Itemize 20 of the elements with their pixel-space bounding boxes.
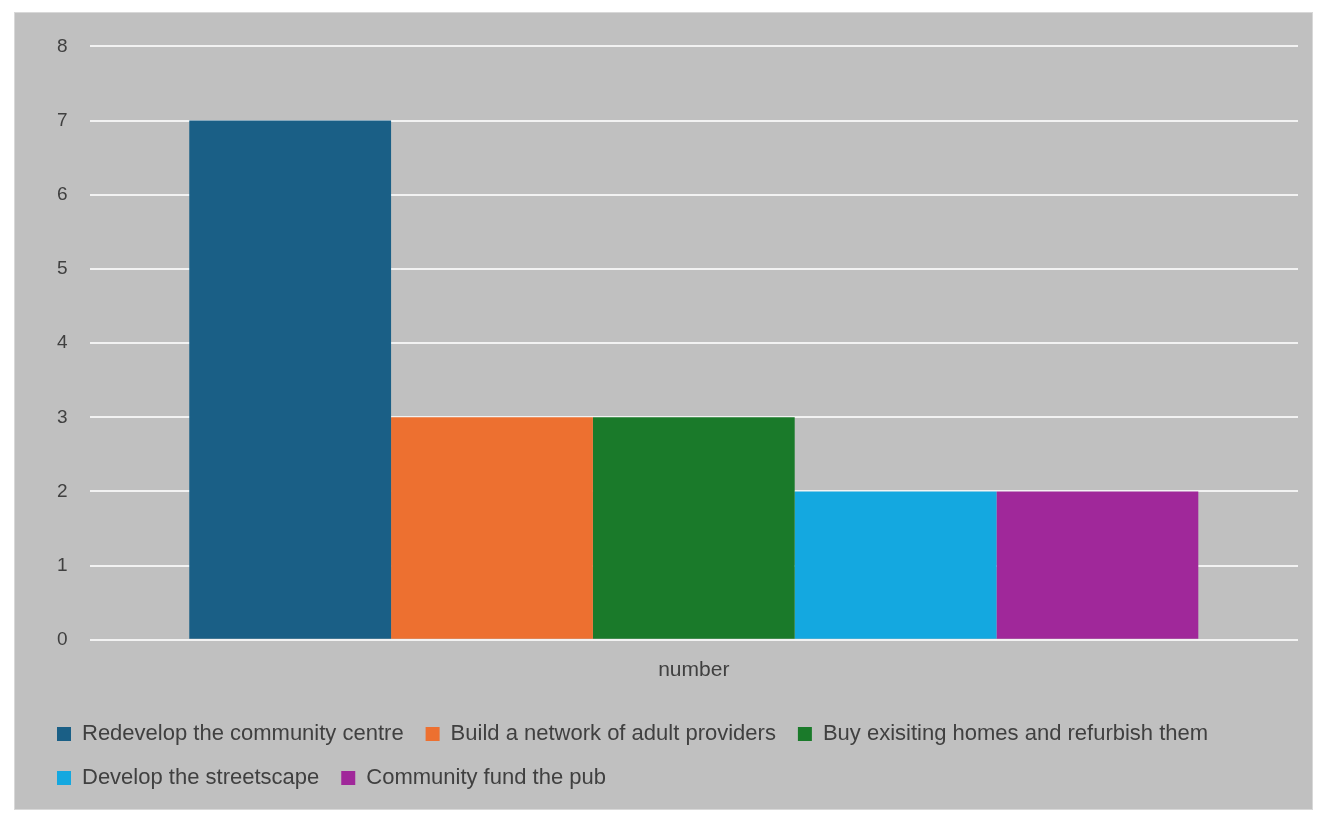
- bar: [794, 491, 997, 639]
- bar: [189, 120, 392, 639]
- y-tick-label: 4: [56, 331, 68, 353]
- y-tick-label: 2: [56, 479, 68, 501]
- y-tick-label: 6: [56, 182, 68, 204]
- bar: [391, 417, 593, 639]
- y-tick-label: 7: [56, 108, 68, 130]
- legend-label: Redevelop the community centre: [82, 720, 404, 746]
- legend-label: Buy exisiting homes and refurbish them: [822, 720, 1209, 746]
- y-tick-label: 8: [56, 34, 68, 56]
- y-tick-label: 5: [56, 257, 68, 279]
- bar: [996, 491, 1199, 639]
- y-tick-label: 3: [56, 405, 68, 427]
- legend-label: Community fund the pub: [366, 764, 606, 790]
- legend-label: Build a network of adult providers: [450, 720, 776, 746]
- bar: [592, 417, 795, 639]
- legend-label: Develop the streetscape: [82, 764, 320, 790]
- y-tick-label: 0: [56, 628, 68, 650]
- x-tick-label: number: [658, 657, 730, 681]
- y-tick-label: 1: [56, 553, 68, 575]
